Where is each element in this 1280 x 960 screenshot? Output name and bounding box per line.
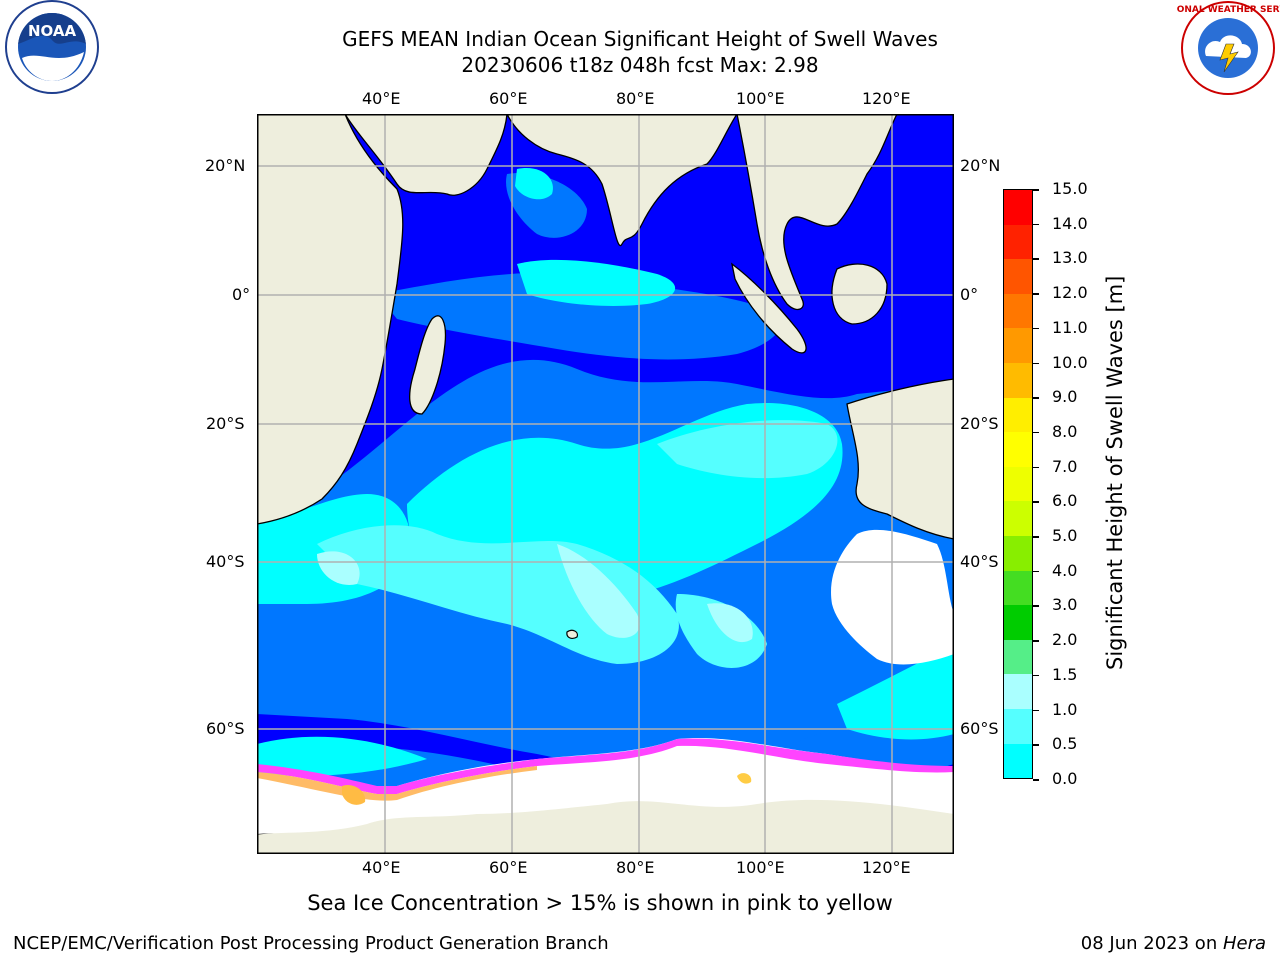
lon-tick-top: 40°E [362, 89, 401, 108]
colorbar-tick-label: 6.0 [1052, 491, 1078, 511]
colorbar-tick [1033, 189, 1039, 191]
swell-height-map [256, 113, 955, 855]
lon-tick-top: 100°E [736, 89, 785, 108]
lon-tick-bottom: 60°E [489, 858, 528, 877]
lat-tick-right: 20°S [960, 414, 999, 433]
colorbar-segment [1004, 708, 1032, 744]
chart-title: GEFS MEAN Indian Ocean Significant Heigh… [342, 27, 938, 51]
swell-2.0-3.0-band [317, 544, 753, 643]
colorbar-tick-label: 9.0 [1052, 387, 1078, 407]
colorbar-segment [1004, 259, 1032, 294]
colorbar-tick-label: 5.0 [1052, 526, 1078, 546]
colorbar-tick [1033, 397, 1039, 399]
colorbar-segment [1004, 535, 1032, 571]
colorbar-tick-label: 4.0 [1052, 560, 1078, 580]
lon-tick-bottom: 40°E [362, 858, 401, 877]
colorbar-tick [1033, 327, 1039, 330]
colorbar-segment [1004, 293, 1032, 329]
colorbar-tick-label: 10.0 [1052, 352, 1088, 372]
lon-tick-top: 60°E [489, 89, 528, 108]
colorbar-tick-label: 15.0 [1052, 179, 1088, 198]
national-weather-service-logo-icon: NATIONAL WEATHER SERVICE [1153, 0, 1280, 100]
colorbar-segment [1004, 397, 1032, 433]
island-outline [566, 629, 578, 639]
lat-tick-left: 20°N [205, 156, 246, 175]
colorbar-segment [1004, 570, 1032, 606]
colorbar-segment [1004, 639, 1032, 675]
colorbar-tick [1033, 431, 1039, 434]
colorbar-tick [1033, 674, 1039, 677]
swell-1.5-2.0-band [317, 420, 838, 668]
colorbar-tick-label: 12.0 [1052, 283, 1088, 303]
colorbar-tick [1033, 501, 1039, 503]
chart-subtitle: 20230606 t18z 048h fcst Max: 2.98 [461, 53, 819, 77]
lat-tick-left: 60°S [206, 719, 245, 738]
colorbar-tick-label: 2.0 [1052, 630, 1078, 650]
footer-date: 08 Jun 2023 on [1080, 933, 1223, 954]
colorbar-tick [1033, 362, 1039, 365]
colorbar-tick [1033, 293, 1039, 295]
sea-ice-caption: Sea Ice Concentration > 15% is shown in … [307, 891, 893, 915]
colorbar-tick-label: 7.0 [1052, 456, 1078, 476]
colorbar-tick-label: 1.5 [1052, 664, 1078, 684]
colorbar-tick [1033, 779, 1039, 781]
noaa-logo-text: NOAA [28, 22, 77, 40]
map-gridlines [257, 114, 954, 854]
colorbar-segment [1004, 605, 1032, 640]
lon-tick-bottom: 100°E [736, 858, 785, 877]
map-border [257, 114, 954, 854]
colorbar-tick [1033, 536, 1039, 538]
footer-host: Hera [1222, 933, 1266, 954]
colorbar-tick [1033, 744, 1039, 746]
lat-tick-right: 60°S [960, 719, 999, 738]
colorbar-tick-label: 11.0 [1052, 317, 1088, 337]
colorbar-tick-label: 8.0 [1052, 421, 1078, 441]
colorbar-tick [1033, 640, 1039, 642]
lat-tick-right: 40°S [960, 552, 999, 571]
lat-tick-right: 0° [960, 285, 979, 304]
colorbar-tick [1033, 570, 1039, 573]
lat-tick-left: 20°S [206, 414, 245, 433]
colorbar-tick-label: 0.5 [1052, 734, 1078, 754]
footer-left: NCEP/EMC/Verification Post Processing Pr… [13, 933, 609, 954]
colorbar-segment [1004, 743, 1032, 779]
colorbar-tick-label: 0.0 [1052, 769, 1078, 788]
colorbar-segment [1004, 674, 1032, 709]
lat-tick-right: 20°N [960, 156, 1001, 175]
footer-right: 08 Jun 2023 on Hera [1081, 933, 1266, 954]
svg-text:NATIONAL WEATHER SERVICE: NATIONAL WEATHER SERVICE [1176, 5, 1280, 15]
lon-tick-top: 120°E [862, 89, 911, 108]
colorbar-title: Significant Height of Swell Waves [m] [1103, 275, 1127, 670]
lat-tick-left: 0° [232, 285, 251, 304]
colorbar-tick [1033, 258, 1039, 260]
colorbar [1003, 189, 1033, 779]
colorbar-tick [1033, 605, 1039, 607]
colorbar-segment [1004, 328, 1032, 363]
colorbar-segment [1004, 190, 1032, 225]
lat-tick-left: 40°S [206, 552, 245, 571]
colorbar-segment [1004, 362, 1032, 398]
lon-tick-top: 80°E [616, 89, 655, 108]
colorbar-segment [1004, 432, 1032, 467]
colorbar-segment [1004, 466, 1032, 502]
colorbar-segment [1004, 501, 1032, 536]
colorbar-tick-label: 14.0 [1052, 213, 1088, 233]
colorbar-tick [1033, 709, 1039, 712]
lon-tick-bottom: 120°E [862, 858, 911, 877]
colorbar-segment [1004, 224, 1032, 260]
colorbar-tick-label: 1.0 [1052, 699, 1078, 719]
noaa-logo-icon: NOAA [0, 0, 108, 100]
colorbar-tick-label: 3.0 [1052, 595, 1078, 615]
colorbar-tick-label: 13.0 [1052, 248, 1088, 268]
map-panel [256, 113, 955, 855]
colorbar-tick [1033, 223, 1039, 226]
colorbar-tick [1033, 466, 1039, 469]
lon-tick-bottom: 80°E [616, 858, 655, 877]
